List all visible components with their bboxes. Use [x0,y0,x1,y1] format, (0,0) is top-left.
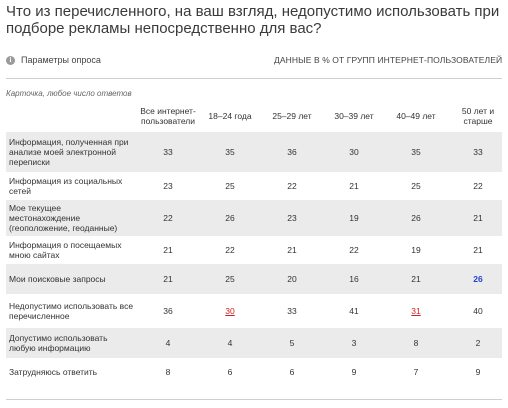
table-cell: 33 [473,147,483,157]
table-cell: 33 [287,306,297,316]
table-cell: 30 [225,306,235,316]
table-cell: 25 [225,274,235,284]
table-cell: 31 [411,306,421,316]
units-label: ДАННЫЕ В % ОТ ГРУПП ИНТЕРНЕТ-ПОЛЬЗОВАТЕЛ… [274,55,503,65]
table-cell: 26 [411,213,421,223]
table-cell: 41 [349,306,359,316]
column-header: 50 лет и старше [461,106,495,126]
column-header: Все интернет-пользователи [140,106,196,126]
table-row: Информация, полученная при анализе моей … [6,132,502,172]
column-header: 18–24 года [208,111,252,121]
row-label: Мое текущее местонахождение (геоположени… [9,203,118,233]
table-row: Мое текущее местонахождение (геоположени… [6,200,502,236]
table-cell: 21 [163,245,173,255]
survey-params-label[interactable]: Параметры опроса [21,55,101,65]
table-row: Допустимо использовать любую информацию 4… [6,328,502,358]
table-cell: 22 [287,181,297,191]
row-label: Затрудняюсь ответить [9,367,98,377]
table-cell: 23 [163,181,173,191]
table-cell: 20 [287,274,297,284]
table-cell: 4 [227,338,233,348]
row-label: Мои поисковые запросы [9,274,106,284]
table-cell: 22 [473,181,483,191]
column-header: 40–49 лет [396,111,436,121]
table-cell: 3 [351,338,357,348]
table-cell: 25 [225,181,235,191]
table-cell: 40 [473,306,483,316]
table-cell: 22 [163,213,173,223]
table-cell: 8 [165,367,171,377]
table-cell: 33 [163,147,173,157]
table-cell: 21 [287,245,297,255]
table-body: Информация, полученная при анализе моей … [6,132,502,386]
table-cell: 35 [411,147,421,157]
table-cell: 36 [163,306,173,316]
table-cell: 5 [289,338,295,348]
row-label: Допустимо использовать любую информацию [9,333,108,353]
table-cell: 9 [351,367,357,377]
data-table: Все интернет-пользователи 18–24 года 25–29… [6,100,502,386]
table-cell: 25 [411,181,421,191]
table-cell: 26 [473,274,483,284]
table-cell: 8 [413,338,419,348]
chart-title: Что из перечисленного, на ваш взгляд, не… [6,3,500,37]
table-cell: 21 [349,181,359,191]
table-header: Все интернет-пользователи 18–24 года 25–29… [6,100,502,132]
table-cell: 23 [287,213,297,223]
table-row: Информация о посещаемых мною сайтах 21 22 2… [6,236,502,264]
table-row: Затрудняюсь ответить 8 6 6 9 7 9 [6,358,502,386]
row-label: Недопустимо использовать все перечисленн… [9,301,134,321]
table-cell: 36 [287,147,297,157]
table-cell: 30 [349,147,359,157]
table-cell: 7 [413,367,419,377]
table-row: Информация из социальных сетей 23 25 22 21 25… [6,172,502,200]
survey-params-link[interactable]: i Параметры опроса [6,53,101,67]
table-cell: 21 [163,274,173,284]
caption: Карточка, любое число ответов [6,89,132,98]
table-cell: 26 [225,213,235,223]
table-row: Мои поисковые запросы 21 25 20 16 21 26 [6,264,502,294]
row-label: Информация из социальных сетей [9,176,123,196]
table-cell: 6 [227,367,233,377]
table-cell: 21 [473,213,483,223]
table-cell: 22 [225,245,235,255]
table-cell: 22 [349,245,359,255]
table-cell: 19 [349,213,359,223]
table-cell: 6 [289,367,295,377]
row-label: Информация, полученная при анализе моей … [9,137,129,167]
bottom-divider [6,399,502,400]
table-cell: 9 [475,367,481,377]
divider [6,78,502,79]
table-cell: 21 [411,274,421,284]
table-cell: 21 [473,245,483,255]
row-label: Информация о посещаемых мною сайтах [9,240,122,260]
table-cell: 16 [349,274,359,284]
table-cell: 4 [165,338,171,348]
table-cell: 19 [411,245,421,255]
table-cell: 2 [475,338,481,348]
info-icon[interactable]: i [6,55,15,65]
table-row: Недопустимо использовать все перечисленн… [6,294,502,328]
table-cell: 35 [225,147,235,157]
column-header: 25–29 лет [272,111,312,121]
column-header: 30–39 лет [334,111,374,121]
